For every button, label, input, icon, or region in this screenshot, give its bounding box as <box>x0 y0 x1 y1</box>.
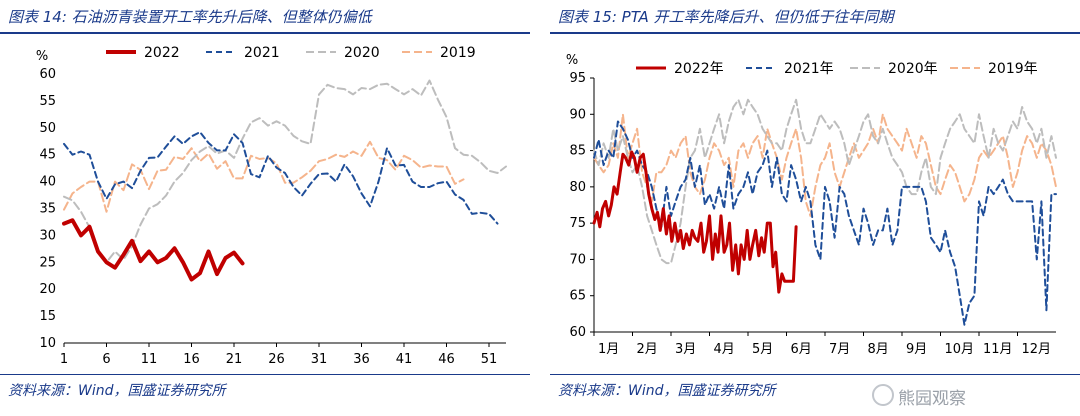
legend-label-2022: 2022 <box>144 45 180 61</box>
y-tick-label: 75 <box>569 216 586 231</box>
chart-source-left: 资料来源：Wind，国盛证券研究所 <box>8 383 226 399</box>
y-axis-unit-label: % <box>36 49 48 64</box>
y-tick-label: 60 <box>569 325 586 340</box>
x-tick-label: 7月 <box>829 342 850 357</box>
series-line-2020年 <box>593 98 1057 265</box>
watermark-logo-icon <box>872 384 894 406</box>
series-line-2019年 <box>593 113 1057 217</box>
x-tick-label: 12月 <box>1022 342 1052 357</box>
x-tick-label: 1 <box>60 352 68 367</box>
chart-source-right: 资料来源：Wind，国盛证券研究所 <box>558 383 776 399</box>
x-tick-label: 10月 <box>945 342 975 357</box>
x-tick-label: 36 <box>353 352 370 367</box>
y-tick-label: 10 <box>39 336 56 351</box>
x-tick-label: 26 <box>268 352 285 367</box>
x-tick-label: 6 <box>102 352 110 367</box>
y-tick-label: 90 <box>569 107 586 122</box>
x-tick-label: 9月 <box>906 342 927 357</box>
y-tick-label: 60 <box>39 67 56 82</box>
x-tick-label: 1月 <box>598 342 619 357</box>
x-tick-label: 8月 <box>868 342 889 357</box>
y-tick-label: 95 <box>569 71 586 86</box>
y-tick-label: 15 <box>39 309 56 324</box>
x-tick-label: 11月 <box>983 342 1013 357</box>
x-tick-label: 4月 <box>714 342 735 357</box>
y-tick-label: 35 <box>39 202 56 217</box>
y-tick-label: 30 <box>39 228 56 243</box>
x-tick-label: 46 <box>438 352 455 367</box>
legend-label-2021年: 2021年 <box>784 61 834 77</box>
y-axis-unit-label: % <box>566 53 578 68</box>
chart-panel-right: 图表 15: PTA 开工率先降后升、但仍低于往年同期 % 60 65 70 75 80 8… <box>550 0 1080 416</box>
y-tick-label: 80 <box>569 180 586 195</box>
chart-title-right: 图表 15: PTA 开工率先降后升、但仍低于往年同期 <box>558 8 894 26</box>
x-tick-label: 16 <box>183 352 200 367</box>
x-tick-label: 21 <box>226 352 243 367</box>
x-tick-label: 11 <box>141 352 158 367</box>
y-tick-label: 45 <box>39 148 56 163</box>
source-rule-right <box>550 374 1080 375</box>
x-tick-label: 5月 <box>752 342 773 357</box>
legend-label-2019年: 2019年 <box>988 61 1038 77</box>
series-line-2020 <box>63 79 507 264</box>
x-tick-label: 31 <box>311 352 328 367</box>
series-line-2022年 <box>592 150 798 294</box>
x-tick-label: 41 <box>396 352 413 367</box>
chart-right: % 60 65 70 75 80 85 90 95 1月 2月 3月 4月 5月 6月 7月 8月 9月 10月 11… <box>566 53 1057 357</box>
series-line-2021 <box>63 131 499 225</box>
series-line-2022 <box>62 218 245 282</box>
legend-label-2021: 2021 <box>244 45 280 61</box>
x-tick-label: 3月 <box>675 342 696 357</box>
x-tick-label: 6月 <box>791 342 812 357</box>
legend-label-2022年: 2022年 <box>674 61 724 77</box>
y-tick-label: 20 <box>39 282 56 297</box>
series-line-2019 <box>63 140 465 213</box>
x-tick-label: 2月 <box>637 342 658 357</box>
series-line-2021年 <box>593 120 1057 326</box>
y-tick-label: 70 <box>569 252 586 267</box>
watermark-text: 熊园观察 <box>898 389 966 409</box>
chart-panel-left: 图表 14: 石油沥青装置开工率先升后降、但整体仍偏低 % 10 15 20 25 30 3… <box>0 0 530 416</box>
y-tick-label: 65 <box>569 289 586 304</box>
legend-label-2020: 2020 <box>344 45 380 61</box>
y-tick-label: 40 <box>39 175 56 190</box>
title-rule-right <box>550 32 1080 34</box>
legend-label-2020年: 2020年 <box>888 61 938 77</box>
source-rule-left <box>0 374 530 375</box>
chart-title-left: 图表 14: 石油沥青装置开工率先升后降、但整体仍偏低 <box>8 8 372 26</box>
y-tick-label: 55 <box>39 94 56 109</box>
y-tick-label: 50 <box>39 121 56 136</box>
y-tick-label: 25 <box>39 255 56 270</box>
y-tick-label: 85 <box>569 144 586 159</box>
title-rule-left <box>0 32 530 34</box>
x-tick-label: 51 <box>481 352 498 367</box>
legend-label-2019: 2019 <box>440 45 476 61</box>
